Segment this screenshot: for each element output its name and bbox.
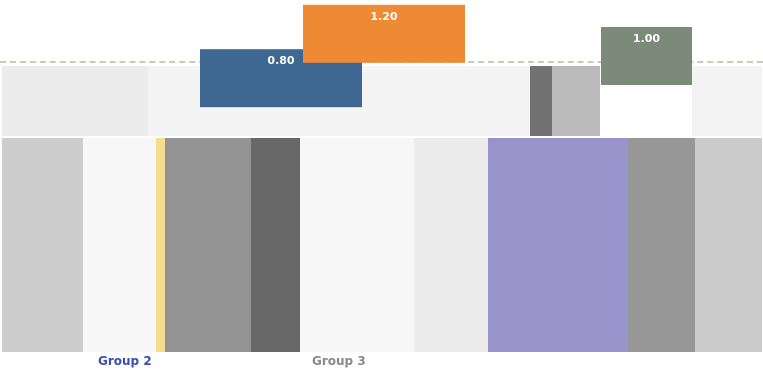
- lower-segment-accent: [156, 138, 165, 352]
- value-bar-2: [303, 4, 465, 63]
- lower-segment-7: [628, 138, 695, 352]
- lower-segment-8: [695, 138, 762, 352]
- upper-light-segment: [552, 66, 600, 136]
- value-bar-3: [601, 27, 692, 85]
- lower-segment-purple: [488, 138, 628, 352]
- value-label-3: 1.00: [633, 32, 660, 45]
- lower-segment-1: [2, 138, 83, 352]
- value-label-1: 0.80: [267, 54, 294, 67]
- category-label-group-3: Group 3: [312, 354, 366, 368]
- lower-segment-5: [300, 138, 414, 352]
- upper-band-right: [692, 66, 762, 136]
- value-label-2: 1.20: [370, 10, 397, 23]
- lower-segment-3: [165, 138, 251, 352]
- lower-segment-6: [414, 138, 488, 352]
- upper-band-left: [2, 66, 148, 136]
- lower-segment-4: [251, 138, 300, 352]
- upper-dark-segment: [530, 66, 552, 136]
- lower-segment-2: [83, 138, 156, 352]
- category-label-group-2: Group 2: [98, 354, 152, 368]
